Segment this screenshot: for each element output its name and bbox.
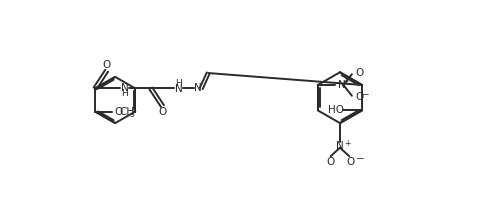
Text: O: O [346, 157, 355, 167]
Text: O: O [326, 157, 335, 167]
Text: N: N [194, 83, 202, 93]
Text: O: O [114, 107, 122, 117]
Text: N: N [175, 84, 182, 94]
Text: N: N [120, 83, 128, 93]
Text: H: H [176, 79, 182, 88]
Text: −: − [360, 90, 369, 100]
Text: −: − [356, 154, 365, 164]
Text: HO: HO [328, 105, 344, 115]
Text: O: O [355, 68, 364, 78]
Text: O: O [158, 107, 166, 117]
Text: N: N [338, 80, 345, 90]
Text: +: + [344, 139, 351, 148]
Text: CH: CH [120, 107, 135, 117]
Text: O: O [102, 60, 111, 70]
Text: 3: 3 [129, 110, 134, 119]
Text: +: + [342, 77, 349, 86]
Text: N: N [336, 141, 344, 151]
Text: H: H [121, 89, 128, 98]
Text: O: O [355, 92, 364, 102]
